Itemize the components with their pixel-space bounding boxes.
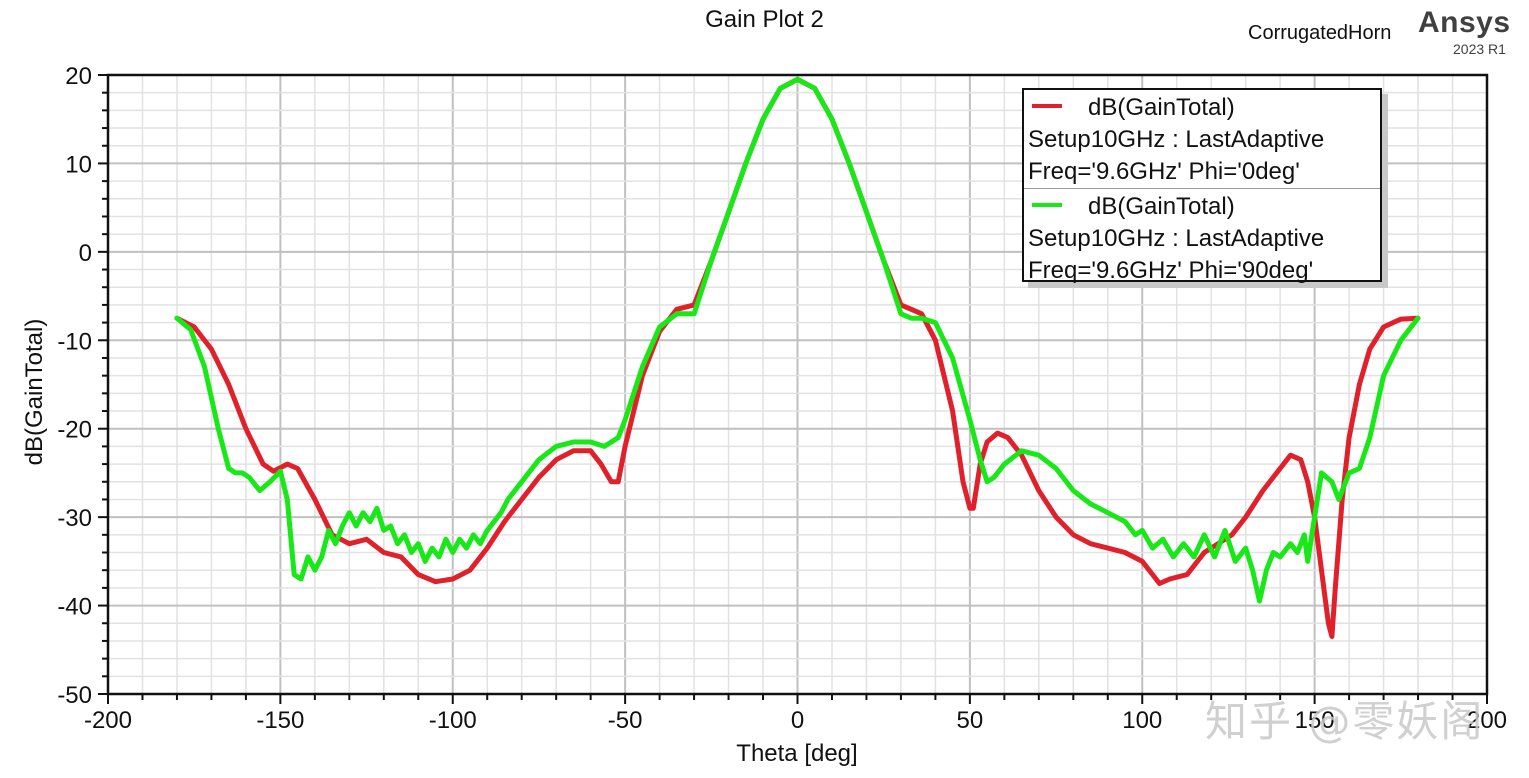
- svg-text:100: 100: [1122, 707, 1162, 734]
- svg-text:0: 0: [791, 707, 804, 734]
- legend-swatch-green: [1032, 202, 1062, 207]
- plot-frame: [106, 73, 1489, 696]
- svg-text:-10: -10: [57, 328, 92, 355]
- legend-setup: Setup10GHz : LastAdaptive: [1028, 126, 1325, 153]
- series-phi-90deg: [174, 76, 1421, 604]
- legend-setup: Setup10GHz : LastAdaptive: [1028, 225, 1325, 252]
- legend-variables: Freq='9.6GHz' Phi='90deg': [1028, 257, 1314, 284]
- svg-text:-50: -50: [608, 707, 643, 734]
- svg-text:20: 20: [65, 63, 92, 90]
- y-axis-label: dB(GainTotal): [21, 318, 48, 466]
- svg-text:0: 0: [79, 240, 92, 267]
- legend-variables: Freq='9.6GHz' Phi='0deg': [1028, 158, 1300, 185]
- svg-text:-30: -30: [57, 505, 92, 532]
- x-tick-labels: -200 -150 -100 -50 0 50 100 150 200: [84, 707, 1507, 734]
- legend[interactable]: dB(GainTotal) Setup10GHz : LastAdaptive …: [1022, 88, 1382, 284]
- svg-text:-20: -20: [57, 417, 92, 444]
- chart-title: Gain Plot 2: [705, 6, 824, 33]
- svg-text:50: 50: [957, 707, 984, 734]
- x-axis-label: Theta [deg]: [736, 740, 858, 767]
- svg-text:-50: -50: [57, 682, 92, 709]
- legend-entry-phi-90deg[interactable]: dB(GainTotal) Setup10GHz : LastAdaptive …: [1024, 188, 1380, 287]
- svg-text:-40: -40: [57, 594, 92, 621]
- svg-text:-200: -200: [84, 707, 132, 734]
- brand-logo: Ansys: [1418, 6, 1511, 39]
- svg-text:150: 150: [1295, 707, 1335, 734]
- legend-label: dB(GainTotal): [1088, 94, 1235, 121]
- svg-text:-100: -100: [429, 707, 477, 734]
- y-tick-labels: 20 10 0 -10 -20 -30 -40 -50: [57, 63, 92, 709]
- legend-swatch-red: [1032, 103, 1062, 108]
- svg-text:10: 10: [65, 151, 92, 178]
- svg-text:-150: -150: [256, 707, 304, 734]
- legend-entry-phi-0deg[interactable]: dB(GainTotal) Setup10GHz : LastAdaptive …: [1024, 90, 1380, 188]
- svg-text:200: 200: [1467, 707, 1507, 734]
- legend-label: dB(GainTotal): [1088, 193, 1235, 220]
- project-name: CorrugatedHorn: [1248, 22, 1392, 44]
- brand-version: 2023 R1: [1453, 41, 1506, 57]
- watermark: 知乎 @零妖阁: [1205, 697, 1485, 746]
